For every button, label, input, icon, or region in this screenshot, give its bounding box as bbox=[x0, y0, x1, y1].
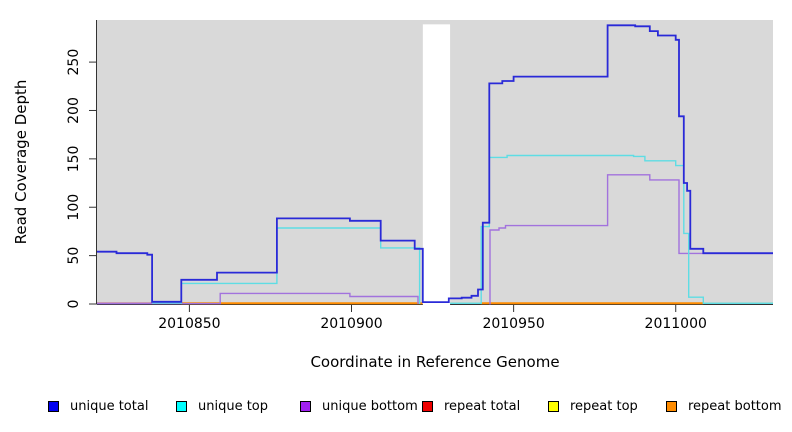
x-tick-label: 2010900 bbox=[320, 316, 382, 332]
legend: unique total unique top unique bottom repea… bbox=[0, 399, 792, 421]
legend-item-repeat-bottom: repeat bottom bbox=[666, 399, 782, 414]
legend-label-unique-top: unique top bbox=[198, 399, 269, 414]
legend-label-repeat-top: repeat top bbox=[570, 399, 638, 414]
legend-swatch-unique-total bbox=[48, 401, 59, 412]
series-unique-total-segment-1 bbox=[97, 24, 773, 303]
legend-swatch-repeat-top bbox=[548, 401, 559, 412]
legend-item-unique-top: unique top bbox=[176, 399, 268, 414]
series-unique-bottom-segment-1 bbox=[97, 292, 419, 305]
y-tick-label: 250 bbox=[66, 49, 82, 76]
y-tick-label: 200 bbox=[66, 97, 82, 124]
legend-item-unique-total: unique total bbox=[48, 399, 148, 414]
y-tick-label: 150 bbox=[66, 146, 82, 173]
y-axis-title: Read Coverage Depth bbox=[12, 79, 30, 245]
legend-item-unique-bottom: unique bottom bbox=[300, 399, 418, 414]
x-axis-title: Coordinate in Reference Genome bbox=[310, 353, 560, 371]
series-unique-bottom-segment-2 bbox=[489, 174, 773, 305]
legend-label-repeat-bottom: repeat bottom bbox=[688, 399, 782, 414]
legend-swatch-unique-bottom bbox=[300, 401, 311, 412]
no-data-gap bbox=[422, 24, 451, 308]
legend-item-repeat-top: repeat top bbox=[548, 399, 638, 414]
x-tick-label: 2011000 bbox=[645, 316, 707, 332]
legend-label-unique-total: unique total bbox=[70, 399, 149, 414]
legend-swatch-unique-top bbox=[176, 401, 187, 412]
coverage-plot-canvas: 2010850 2010900 2010950 2011000 0 50 100 150 200… bbox=[66, 20, 773, 332]
legend-swatch-repeat-total bbox=[422, 401, 433, 412]
legend-label-repeat-total: repeat total bbox=[444, 399, 521, 414]
y-tick-label: 50 bbox=[66, 247, 82, 265]
x-tick-label: 2010850 bbox=[158, 316, 220, 332]
x-tick-label: 2010950 bbox=[482, 316, 544, 332]
y-tick-label: 100 bbox=[66, 194, 82, 221]
legend-swatch-repeat-bottom bbox=[666, 401, 677, 412]
legend-label-unique-bottom: unique bottom bbox=[322, 399, 418, 414]
y-tick-label: 0 bbox=[66, 300, 82, 309]
legend-item-repeat-total: repeat total bbox=[422, 399, 520, 414]
